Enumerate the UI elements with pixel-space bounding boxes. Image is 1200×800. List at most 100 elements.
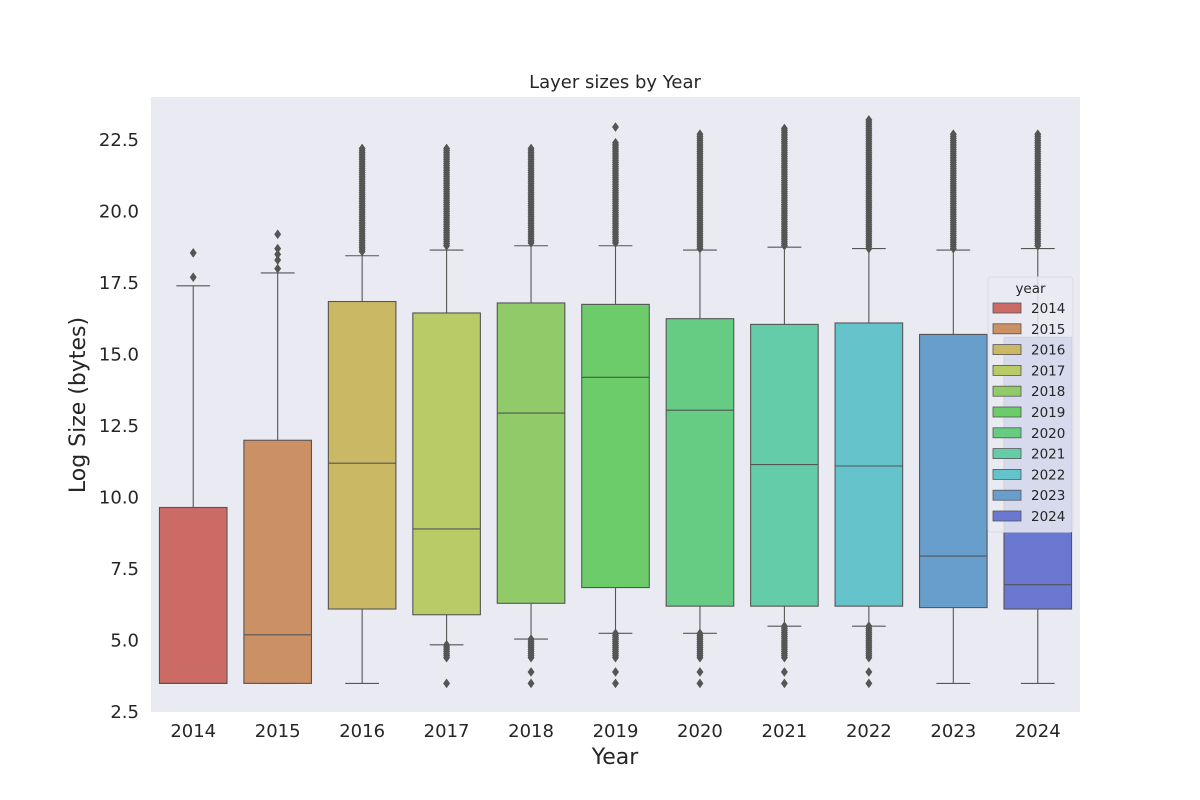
outlier-point (527, 667, 535, 677)
x-tick-label: 2023 (930, 721, 976, 742)
legend-frame (987, 276, 1074, 533)
box-2021 (750, 123, 819, 689)
y-tick-label: 15.0 (99, 344, 139, 365)
legend-label: 2015 (1031, 322, 1065, 338)
box-2022 (834, 114, 904, 689)
box-2015 (243, 229, 313, 684)
box-2020 (665, 129, 735, 689)
box-body (496, 302, 566, 604)
outlier-point (443, 639, 451, 650)
outlier-point (443, 143, 451, 154)
legend-swatch (992, 510, 1022, 522)
legend-label: 2017 (1031, 363, 1065, 379)
outlier-point (274, 243, 282, 254)
outlier-point (696, 667, 704, 677)
x-tick-label: 2018 (508, 721, 554, 742)
x-tick-label: 2020 (677, 721, 723, 742)
x-tick-label: 2021 (762, 721, 808, 742)
legend: year 2014 2015 2016 2017 2018 2019 2020 2021 2022… (987, 276, 1074, 533)
outlier-point (358, 143, 366, 154)
y-tick-labels: 2.5 5.0 7.5 10.0 12.5 15.0 17.5 20.0 22.5 (99, 130, 139, 723)
outlier-point (696, 129, 704, 140)
legend-swatch (992, 302, 1022, 314)
box-body (918, 333, 988, 609)
x-tick-label: 2017 (424, 721, 470, 742)
outlier-point (189, 272, 197, 283)
outlier-point (780, 667, 788, 677)
box-body (750, 323, 819, 607)
box-body (834, 322, 904, 607)
y-tick-label: 22.5 (99, 130, 139, 151)
x-tick-label: 2019 (593, 721, 639, 742)
outlier-point (527, 634, 535, 644)
legend-label: 2024 (1031, 509, 1065, 525)
chart-title: Layer sizes by Year (529, 72, 701, 93)
legend-swatch (992, 406, 1022, 418)
box-2016 (327, 143, 397, 684)
legend-label: 2014 (1031, 301, 1065, 317)
boxes-group (158, 114, 1073, 689)
y-tick-label: 20.0 (99, 201, 139, 222)
legend-swatch (992, 323, 1022, 335)
box-2023 (918, 129, 988, 684)
outlier-point (865, 621, 873, 632)
legend-label: 2021 (1031, 447, 1065, 463)
outlier-point (865, 114, 873, 125)
outlier-point (274, 229, 282, 240)
outlier-point (1034, 129, 1042, 140)
box-body (412, 312, 481, 616)
outlier-point (527, 143, 535, 154)
outlier-point (949, 129, 957, 140)
x-tick-label: 2024 (1015, 721, 1061, 742)
legend-swatch (992, 448, 1022, 460)
legend-label: 2016 (1031, 343, 1065, 359)
box-2014 (158, 247, 228, 684)
legend-swatch (992, 468, 1022, 480)
legend-label: 2023 (1031, 488, 1065, 504)
box-body (158, 506, 228, 684)
box-body (665, 318, 735, 607)
legend-title: year (1015, 281, 1046, 297)
outlier-point (443, 678, 451, 689)
legend-label: 2019 (1031, 405, 1065, 421)
outlier-point (780, 621, 788, 632)
legend-swatch (992, 364, 1022, 376)
outlier-point (865, 667, 873, 677)
outlier-point (274, 263, 282, 274)
x-tick-label: 2015 (255, 721, 301, 742)
legend-swatch (992, 489, 1022, 501)
legend-swatch (992, 427, 1022, 439)
outlier-point (611, 122, 620, 132)
box-body (327, 300, 397, 610)
outlier-point (780, 123, 788, 134)
y-tick-label: 2.5 (110, 702, 139, 723)
legend-swatch (992, 385, 1022, 397)
y-axis-label: Log Size (bytes) (66, 317, 91, 493)
outlier-point (611, 137, 620, 148)
outlier-point (611, 667, 620, 677)
outlier-point (611, 628, 620, 639)
outlier-point (780, 678, 788, 689)
outlier-point (696, 628, 704, 639)
box-body (243, 439, 313, 684)
outlier-point (274, 249, 282, 260)
x-tick-labels: 2014 2015 2016 2017 2018 2019 2020 2021 2022 2023… (170, 721, 1060, 742)
y-tick-label: 10.0 (99, 487, 139, 508)
x-tick-label: 2016 (339, 721, 385, 742)
box-2018 (496, 143, 566, 689)
y-tick-label: 17.5 (99, 273, 139, 294)
legend-label: 2018 (1031, 384, 1065, 400)
outlier-point (865, 678, 873, 689)
legend-label: 2020 (1031, 426, 1065, 442)
outlier-point (696, 678, 704, 689)
x-tick-label: 2022 (846, 721, 892, 742)
y-tick-label: 5.0 (110, 630, 139, 651)
legend-label: 2022 (1031, 467, 1065, 483)
outlier-point (189, 247, 197, 258)
outlier-point (527, 678, 535, 689)
outlier-point (611, 678, 620, 689)
x-axis-label: Year (591, 745, 640, 770)
outlier-point (274, 255, 282, 265)
legend-swatch (992, 344, 1022, 356)
